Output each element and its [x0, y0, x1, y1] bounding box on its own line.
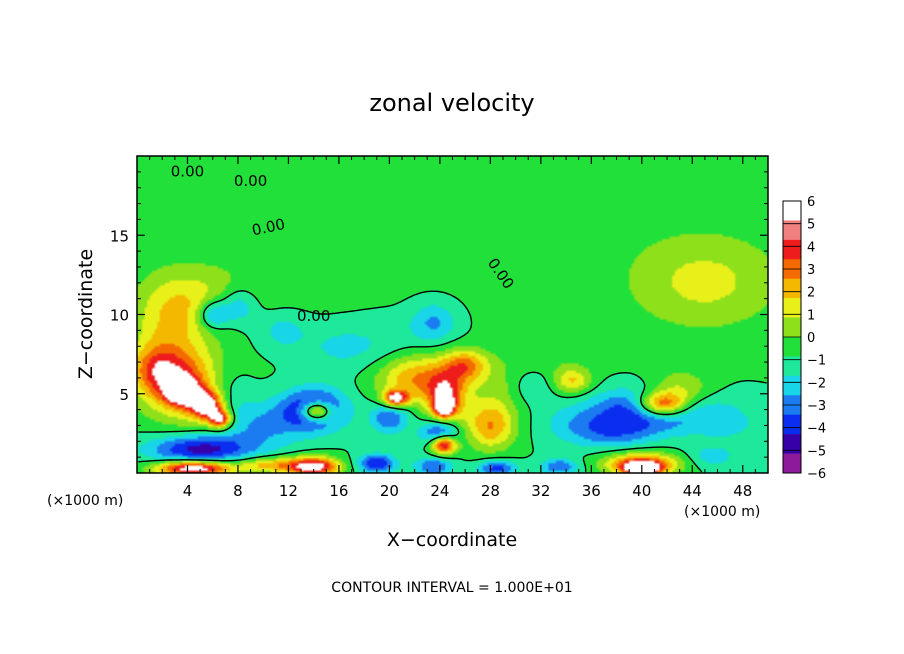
colorbar-swatch: [783, 201, 801, 221]
colorbar-swatch: [783, 239, 801, 260]
contour-label: 0.00: [297, 307, 330, 325]
colorbar-tick-label: 5: [807, 218, 815, 233]
colorbar-tick-label: 3: [807, 263, 815, 278]
colorbar-tick-label: 0: [807, 331, 815, 346]
colorbar-tick-label: −3: [807, 399, 826, 414]
y-axis-label: Z−coordinate: [75, 249, 97, 379]
x-tick-label: 24: [430, 482, 449, 500]
colorbar-tick-label: 6: [807, 195, 815, 210]
contour-label: 0.00: [171, 163, 204, 181]
x-tick-label: 48: [733, 482, 752, 500]
x-unit-right: (×1000 m): [684, 504, 760, 520]
colorbar-tick-label: −1: [807, 354, 826, 369]
x-tick-label: 28: [481, 482, 500, 500]
x-tick-label: 40: [632, 482, 651, 500]
colorbar-tick-label: 2: [807, 286, 815, 301]
x-tick-label: 20: [380, 482, 399, 500]
contour-label: 0.00: [234, 172, 267, 190]
x-tick-label: 12: [279, 482, 298, 500]
x-tick-label: 32: [531, 482, 550, 500]
colorbar-tick-label: 1: [807, 308, 815, 323]
zero-contour-line: [138, 290, 767, 473]
x-tick-label: 16: [329, 482, 348, 500]
plot-area: 0.000.000.000.000.00: [136, 155, 769, 474]
x-axis-label: X−coordinate: [387, 529, 517, 551]
colorbar-swatch: [783, 434, 801, 454]
colorbar-swatch: [783, 414, 801, 435]
colorbar-swatch: [783, 356, 801, 377]
x-unit-left: (×1000 m): [47, 493, 123, 509]
colorbar-tick-label: −2: [807, 376, 826, 391]
x-tick-label: 4: [183, 482, 193, 500]
colorbar-swatch: [783, 453, 801, 474]
y-tick-label: 10: [110, 307, 129, 325]
colorbar-swatch: [783, 298, 801, 318]
colorbar-tick-label: −6: [807, 467, 826, 482]
chart-title: zonal velocity: [369, 89, 534, 117]
colorbar-swatch: [783, 375, 801, 396]
contour-interval-note: CONTOUR INTERVAL = 1.000E+01: [331, 580, 572, 596]
x-tick-label: 36: [582, 482, 601, 500]
colorbar-swatch: [783, 317, 801, 338]
x-tick-label: 44: [683, 482, 702, 500]
colorbar-tick-label: 4: [807, 240, 815, 255]
x-tick-label: 8: [233, 482, 243, 500]
colorbar-swatch: [783, 278, 801, 299]
x-axis-ticks: 4 8 12 16 20 24 28 32 36 40 44 48: [149, 156, 756, 500]
colorbar-swatch: [783, 337, 801, 357]
colorbar-tick-label: −5: [807, 444, 826, 459]
colorbar-tick-label: −4: [807, 422, 826, 437]
colorbar-swatch: [783, 220, 801, 241]
y-tick-label: 5: [119, 386, 129, 404]
y-axis-ticks: 5 10 15: [110, 171, 768, 458]
y-tick-label: 15: [110, 227, 129, 245]
colorbar: 6 5 4 3 2 1 0 −1 −2 −3 −4 −5 −6: [782, 195, 826, 482]
heatmap-field: [137, 156, 768, 473]
